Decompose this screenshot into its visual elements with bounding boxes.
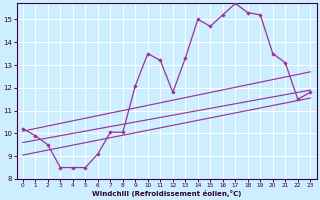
X-axis label: Windchill (Refroidissement éolien,°C): Windchill (Refroidissement éolien,°C)	[92, 190, 241, 197]
